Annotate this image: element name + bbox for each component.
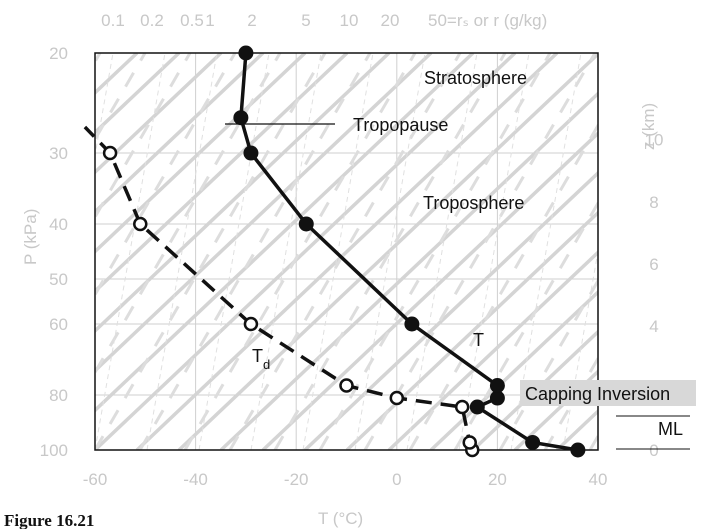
top-r-label: 50=rₛ or r (g/kg)	[428, 11, 547, 30]
dry-adiabat-line	[95, 53, 97, 56]
dry-adiabat-line	[261, 130, 598, 450]
r-tick-label: 0.1	[101, 11, 125, 30]
x-tick-label: 0	[392, 470, 401, 489]
dry-adiabat-line	[95, 53, 349, 294]
capping-inversion-box	[520, 380, 696, 406]
mixing-ratio-line	[250, 53, 322, 450]
capping-inversion-label: Capping Inversion	[525, 384, 670, 404]
t-point	[243, 145, 259, 161]
z-tick-label: 4	[649, 317, 658, 336]
ml-label: ML	[658, 419, 683, 439]
z-tick-label: 0	[649, 441, 658, 460]
mixing-ratio-line	[95, 53, 166, 450]
dry-adiabat-line	[303, 170, 598, 450]
td-point	[462, 435, 477, 450]
td-point	[339, 378, 354, 393]
r-tick-label: 5	[301, 11, 310, 30]
figure-caption: Figure 16.21	[4, 511, 94, 529]
plot-frame	[94, 52, 599, 451]
dry-adiabat-line	[177, 53, 598, 450]
t-point	[238, 45, 254, 61]
dry-adiabat-line	[387, 250, 598, 450]
p-tick-label: 20	[49, 44, 68, 63]
td-subscript: d	[263, 357, 270, 372]
axis-ticks: -60-40-200204020304050608010010864200.10…	[40, 11, 664, 489]
r-tick-label: 0.2	[140, 11, 164, 30]
dry-adiabat-line	[95, 53, 517, 450]
t-point	[469, 399, 485, 415]
t-series-label: T	[473, 330, 484, 350]
y-axis-label: P (kPa)	[21, 209, 40, 265]
td-point	[389, 390, 405, 406]
r-tick-label: 10	[340, 11, 359, 30]
dry-adiabat-line	[95, 53, 181, 135]
td-point	[243, 316, 259, 332]
x-tick-label: 40	[589, 470, 608, 489]
p-tick-label: 100	[40, 441, 68, 460]
mixing-ratio-line	[458, 53, 530, 450]
troposphere-label: Troposphere	[423, 193, 524, 213]
dry-adiabat-line	[219, 91, 598, 450]
td-point	[454, 399, 470, 415]
mixing-ratio-line	[302, 53, 374, 450]
t-point	[298, 216, 314, 232]
p-tick-label: 40	[49, 215, 68, 234]
dry-adiabat-line	[95, 53, 391, 334]
dry-adiabat-line	[95, 53, 265, 215]
dry-adiabat-line	[0, 53, 11, 450]
r-tick-label: 2	[247, 11, 256, 30]
td-point	[102, 145, 118, 161]
t-point	[570, 442, 586, 458]
mixing-ratio-line	[95, 53, 114, 158]
sounding-series	[83, 45, 586, 458]
t-point	[404, 316, 420, 332]
t-point	[525, 434, 541, 450]
mixing-ratio-line	[354, 53, 426, 450]
mixing-ratio-line	[198, 53, 270, 450]
x-tick-label: -60	[83, 470, 108, 489]
mixing-ratio-line	[146, 53, 218, 450]
z-axis-label: z (km)	[639, 103, 658, 150]
z-tick-label: 6	[649, 255, 658, 274]
moist-adiabat-line	[0, 53, 10, 450]
dry-adiabat-line	[135, 53, 559, 450]
p-tick-label: 50	[49, 270, 68, 289]
p-tick-label: 80	[49, 386, 68, 405]
mixing-ratio-line	[0, 53, 9, 450]
t-series-line	[239, 52, 579, 452]
z-tick-label: 8	[649, 193, 658, 212]
p-tick-label: 60	[49, 315, 68, 334]
t-point	[233, 110, 249, 126]
t-point	[489, 378, 505, 394]
dry-adiabat-line	[95, 53, 223, 175]
r-tick-label: 1	[205, 11, 214, 30]
stratosphere-label: Stratosphere	[424, 68, 527, 88]
z-tick-label: 10	[645, 131, 664, 150]
p-tick-label: 30	[49, 144, 68, 163]
t-point	[489, 390, 505, 406]
td-point	[133, 216, 148, 232]
td-series-label: Td	[252, 346, 270, 372]
dry-adiabat-line	[345, 210, 598, 450]
mixing-ratio-line	[406, 53, 478, 450]
dry-adiabat-line	[95, 53, 307, 254]
dry-adiabat-line	[95, 53, 475, 413]
td-main: T	[252, 346, 263, 366]
r-tick-label: 0.5	[180, 11, 204, 30]
x-tick-label: 20	[488, 470, 507, 489]
x-tick-label: -40	[183, 470, 208, 489]
x-tick-label: -20	[284, 470, 309, 489]
x-axis-label: T (°C)	[318, 509, 363, 528]
tropopause-label: Tropopause	[353, 115, 448, 135]
r-tick-label: 20	[381, 11, 400, 30]
